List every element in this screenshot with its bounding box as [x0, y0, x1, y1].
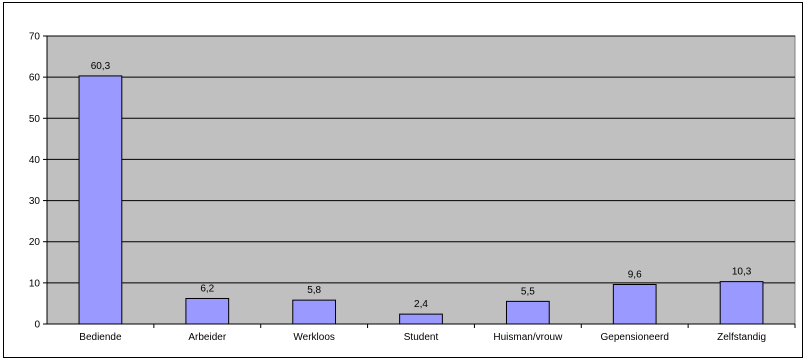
bar-gepensioneerd: [612, 284, 657, 325]
data-label: 60,3: [91, 61, 111, 72]
y-tick-label: 20: [29, 237, 41, 248]
data-label: 6,2: [200, 283, 214, 294]
y-tick-label: 40: [29, 155, 41, 166]
x-tick-label: Gepensioneerd: [601, 332, 669, 343]
data-label: 5,8: [307, 285, 321, 296]
y-tick-label: 10: [29, 278, 41, 289]
y-tick-label: 50: [29, 114, 41, 125]
bar-student: [399, 313, 443, 325]
data-label: 5,5: [521, 286, 535, 297]
data-label: 10,3: [732, 267, 752, 278]
data-label: 9,6: [628, 270, 642, 281]
y-tick-label: 70: [29, 32, 41, 43]
bar-bediende: [78, 75, 123, 325]
bar-arbeider: [185, 297, 230, 325]
x-tick-label: Arbeider: [188, 332, 226, 343]
bar-huisman-vrouw: [505, 300, 550, 325]
x-tick-label: Student: [404, 332, 439, 343]
y-tick-label: 60: [29, 73, 41, 84]
data-label: 2,4: [414, 299, 428, 310]
x-tick-label: Huisman/vrouw: [493, 332, 563, 343]
bar-werkloos: [292, 299, 337, 325]
x-tick-label: Werkloos: [293, 332, 335, 343]
plot-area: [46, 35, 796, 325]
y-tick-label: 30: [29, 196, 41, 207]
x-tick-label: Zelfstandig: [717, 332, 766, 343]
bar-zelfstandig: [719, 281, 764, 325]
y-tick-label: 0: [34, 320, 40, 331]
x-tick-label: Bediende: [79, 332, 122, 343]
